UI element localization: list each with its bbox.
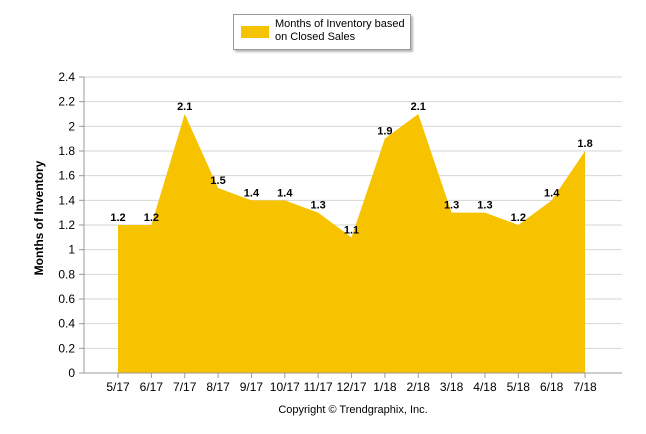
x-tick-label: 6/18 [540, 380, 564, 394]
x-tick-label: 7/17 [173, 380, 197, 394]
data-label: 1.5 [210, 175, 225, 187]
data-label: 2.1 [177, 101, 192, 113]
data-label: 1.2 [511, 212, 526, 224]
y-tick-label: 0.2 [58, 341, 75, 355]
y-tick-label: 0.8 [58, 267, 75, 281]
series-area-fill [118, 114, 586, 373]
y-tick-label: 2.4 [58, 70, 75, 84]
data-label: 1.4 [277, 187, 293, 199]
x-tick-label: 2/18 [407, 380, 431, 394]
data-label: 1.2 [110, 212, 125, 224]
data-label: 1.8 [577, 138, 592, 150]
legend-swatch [241, 26, 269, 38]
y-tick-label: 1.4 [58, 193, 75, 207]
series-area [118, 114, 586, 373]
y-tick-label: 1.2 [58, 218, 75, 232]
legend-label: Months of Inventory based on Closed Sale… [275, 18, 405, 43]
legend: Months of Inventory based on Closed Sale… [233, 14, 411, 50]
y-axis-title: Months of Inventory [32, 160, 46, 275]
x-tick-label: 12/17 [337, 380, 367, 394]
x-tick-label: 7/18 [573, 380, 597, 394]
data-labels: 1.2 1.2 2.1 1.5 1.4 1.4 1.3 1.1 1.9 2.1 1.3 1.3 1.2 1… [110, 101, 592, 236]
data-label: 1.3 [444, 200, 459, 212]
x-tick-label: 11/17 [304, 380, 333, 394]
copyright: Copyright © Trendgraphix, Inc. [278, 404, 427, 416]
x-tick-label: 3/18 [440, 380, 464, 394]
data-label: 1.3 [311, 200, 326, 212]
x-tick-labels: 5/17 6/17 7/17 8/17 9/17 10/17 11/17 12/17 1/18 2… [106, 380, 597, 394]
x-tick-label: 4/18 [473, 380, 497, 394]
y-tick-label: 2.2 [58, 95, 75, 109]
y-tick-label: 1.8 [58, 144, 75, 158]
data-label: 1.9 [377, 126, 392, 138]
x-tick-label: 1/18 [373, 380, 397, 394]
y-tick-label: 2 [68, 119, 75, 133]
y-tick-label: 0 [68, 366, 75, 380]
y-tick-labels: 0 0.2 0.4 0.6 0.8 1 1.2 1.4 1.6 1.8 2 2.2 2.4 [58, 70, 75, 380]
y-tick-label: 0.4 [58, 317, 75, 331]
y-tick-label: 0.6 [58, 292, 75, 306]
axes [79, 76, 622, 378]
data-label: 1.4 [244, 187, 260, 199]
y-tick-label: 1.6 [58, 169, 75, 183]
x-tick-label: 5/18 [507, 380, 531, 394]
data-label: 1.1 [344, 224, 359, 236]
y-tick-label: 1 [68, 243, 75, 257]
data-label: 2.1 [411, 101, 426, 113]
data-label: 1.3 [477, 200, 492, 212]
x-tick-label: 9/17 [240, 380, 264, 394]
x-tick-label: 6/17 [140, 380, 164, 394]
data-label: 1.4 [544, 187, 560, 199]
x-tick-label: 8/17 [206, 380, 230, 394]
data-label: 1.2 [144, 212, 159, 224]
x-tick-label: 10/17 [270, 380, 300, 394]
x-tick-label: 5/17 [106, 380, 130, 394]
